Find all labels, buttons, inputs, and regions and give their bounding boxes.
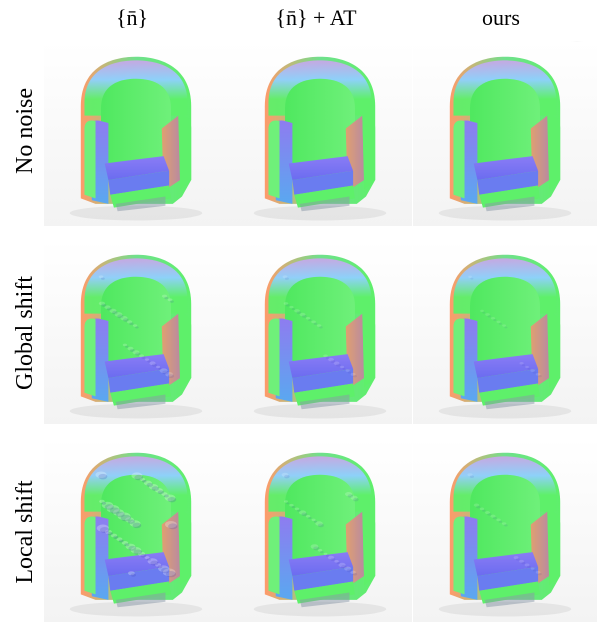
armchair-render-r1-c1 (44, 40, 228, 228)
armchair-render-r3-c1 (44, 436, 228, 624)
armchair-render-r3-c2 (228, 436, 412, 624)
row-label-global-shift: Global shift (12, 276, 38, 390)
armchair-render-r1-c3 (413, 40, 597, 228)
armchair-render-r1-c2 (228, 40, 412, 228)
column-header-baseline: {n̄} (115, 5, 149, 30)
armchair-render-r2-c1 (44, 238, 228, 426)
armchair-render-r3-c3 (413, 436, 597, 624)
armchair-render-r2-c3 (413, 238, 597, 426)
column-header-baseline-at: {n̄} + AT (275, 5, 357, 30)
armchair-render-r2-c2 (228, 238, 412, 426)
row-label-no-noise: No noise (12, 88, 38, 174)
column-header-ours: ours (482, 5, 520, 30)
row-label-local-shift: Local shift (12, 480, 38, 584)
